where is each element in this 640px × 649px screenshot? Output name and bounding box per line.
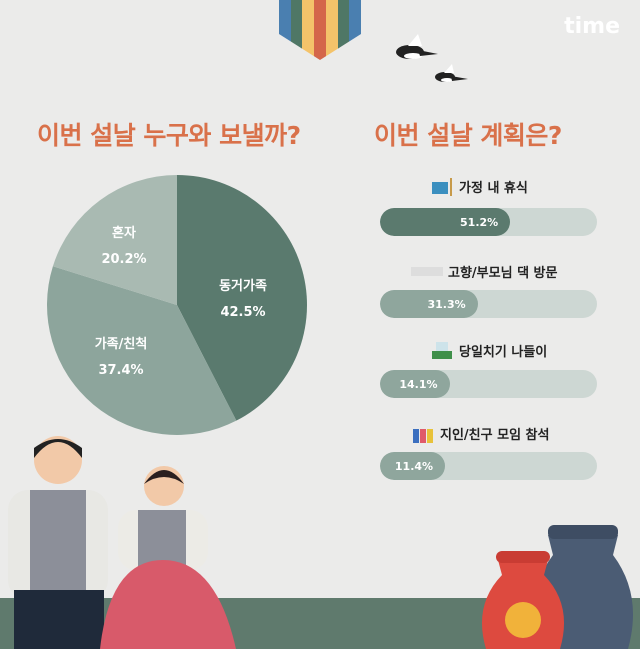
bar-value-label: 11.4% — [394, 459, 434, 473]
pie-value-label: 37.4% — [98, 363, 143, 378]
pie-category-label: 혼자 — [112, 225, 136, 241]
bar-category-label: 당일치기 나들이 — [459, 345, 548, 360]
pie-slice-1 — [177, 175, 308, 421]
bar-track: 14.1% — [380, 370, 597, 398]
lucky-bags-illustration — [481, 525, 633, 649]
pie-chart: 동거가족 42.5% 가족/친척 37.4% 혼자 20.2% — [46, 175, 308, 436]
pie-value-label: 42.5% — [220, 305, 265, 320]
bar-fill: 14.1% — [380, 370, 450, 398]
train-icon — [411, 262, 443, 281]
bar-track: 51.2% — [380, 208, 597, 236]
mountain-trees-icon — [430, 341, 454, 360]
pie-chart-title: 이번 설날 누구와 보낼까? — [37, 121, 301, 150]
magpie-birds-icon — [396, 34, 468, 82]
pie-category-label: 가족/친척 — [95, 336, 148, 352]
bar-track: 31.3% — [380, 290, 597, 318]
plan-label-day-trip: 당일치기 나들이 — [430, 341, 547, 360]
bar-fill: 51.2% — [380, 208, 511, 236]
bar-value-label: 14.1% — [399, 377, 438, 391]
bar-category-label: 고향/부모님 댁 방문 — [448, 266, 558, 281]
bar-value-label: 51.2% — [460, 215, 499, 229]
bar-category-label: 가정 내 휴식 — [459, 181, 528, 196]
plan-label-home-rest: 가정 내 휴식 — [430, 177, 528, 196]
bar-fill: 31.3% — [380, 290, 478, 318]
pie-slice-3 — [52, 175, 177, 305]
decorative-banner — [279, 0, 361, 60]
pie-category-label: 동거가족 — [219, 279, 267, 294]
pie-value-label: 20.2% — [101, 252, 146, 267]
time-logo: time — [564, 14, 620, 39]
pie-slice-2 — [46, 266, 237, 436]
bar-fill: 11.4% — [380, 452, 446, 480]
plan-label-hometown-visit: 고향/부모님 댁 방문 — [411, 262, 557, 281]
friends-cheering-icon — [411, 424, 435, 443]
bar-track: 11.4% — [380, 452, 597, 480]
armchair-lamp-icon — [430, 177, 454, 196]
plan-label-friends-gathering: 지인/친구 모임 참석 — [411, 424, 549, 443]
bar-category-label: 지인/친구 모임 참석 — [440, 428, 550, 443]
bar-value-label: 31.3% — [427, 297, 466, 311]
bar-chart-title: 이번 설날 계획은? — [374, 121, 562, 150]
hanbok-couple-illustration — [8, 436, 236, 649]
